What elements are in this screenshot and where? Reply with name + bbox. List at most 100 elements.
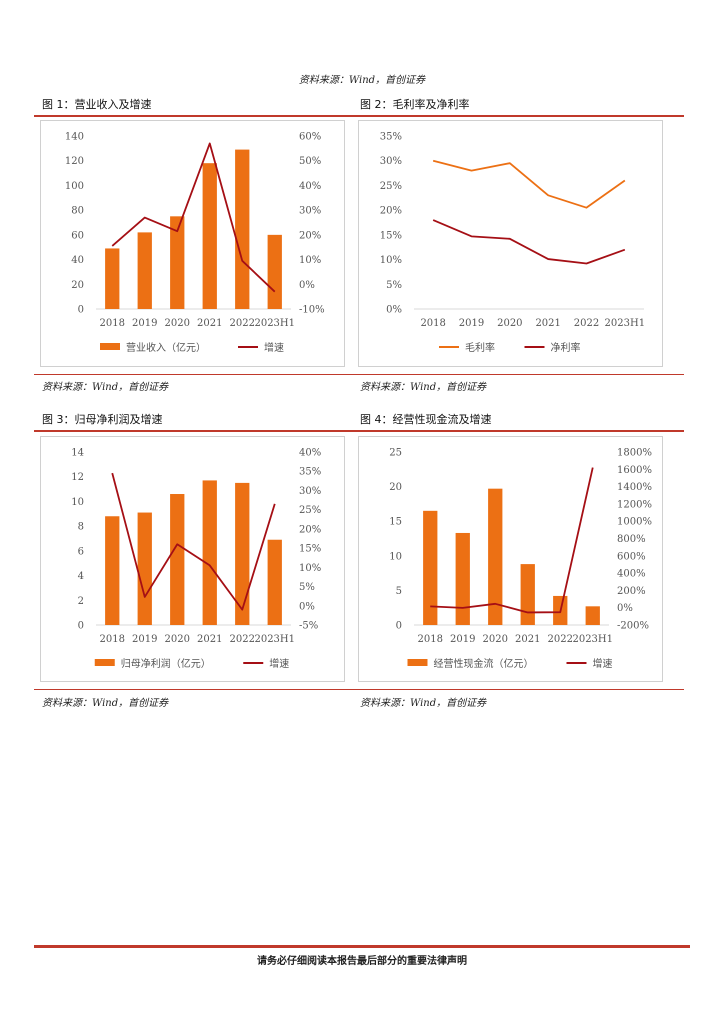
y-right-tick-label: 5% xyxy=(299,582,315,593)
x-tick-label: 2018 xyxy=(100,634,125,645)
series-line xyxy=(111,142,276,293)
y-right-tick-label: 20% xyxy=(299,524,321,535)
legend-label: 毛利率 xyxy=(465,341,495,354)
bar xyxy=(455,532,470,625)
x-tick-label: 2021 xyxy=(197,634,222,645)
y-right-tick-label: 400% xyxy=(617,569,646,580)
figure-4-title: 图 4：经营性现金流及增速 xyxy=(360,413,492,426)
y-right-tick-label: 50% xyxy=(299,156,321,167)
y-left-tick-label: 0% xyxy=(386,305,402,316)
y-right-tick-label: 15% xyxy=(299,544,321,555)
bar xyxy=(137,232,152,309)
bar xyxy=(170,216,185,309)
y-right-tick-label: 60% xyxy=(299,132,321,143)
y-right-tick-label: 10% xyxy=(299,563,321,574)
y-right-tick-label: 20% xyxy=(299,230,321,241)
y-right-tick-label: 0% xyxy=(617,603,633,614)
x-tick-label: 2022 xyxy=(548,634,573,645)
y-right-tick-label: 0% xyxy=(299,601,315,612)
bar xyxy=(267,234,282,309)
bar xyxy=(202,163,217,309)
y-right-tick-label: 800% xyxy=(617,534,646,545)
bar xyxy=(105,248,120,309)
y-left-tick-label: 5 xyxy=(396,586,402,597)
x-tick-label: 2022 xyxy=(230,318,255,329)
y-right-tick-label: 30% xyxy=(299,486,321,497)
footer-disclaimer: 请务必仔细阅读本报告最后部分的重要法律声明 xyxy=(257,956,467,967)
figure-2-title: 图 2：毛利率及净利率 xyxy=(360,98,470,111)
y-right-tick-label: 25% xyxy=(299,505,321,516)
x-tick-label: 2022 xyxy=(230,634,255,645)
legend-label: 经营性现金流（亿元） xyxy=(434,657,534,670)
figure-4-title-rule xyxy=(354,430,684,432)
figure-2-bottom-rule xyxy=(354,374,684,375)
y-left-tick-label: 40 xyxy=(71,255,84,266)
x-tick-label: 2021 xyxy=(197,318,222,329)
figure-4-bottom-rule xyxy=(354,689,684,690)
y-left-tick-label: 25 xyxy=(389,448,402,459)
y-left-tick-label: 100 xyxy=(65,181,84,192)
figure-2-title-rule xyxy=(354,115,684,117)
figure-3-bottom-rule xyxy=(34,689,354,690)
y-right-tick-label: 1800% xyxy=(617,448,652,459)
bar xyxy=(585,606,600,625)
bar xyxy=(170,494,185,625)
bar xyxy=(520,564,535,625)
y-left-tick-label: 8 xyxy=(78,522,84,533)
bar xyxy=(137,512,152,625)
figure-1-source: 资料来源：Wind，首创证券 xyxy=(42,382,169,393)
x-tick-label: 2019 xyxy=(450,634,475,645)
y-right-tick-label: 600% xyxy=(617,551,646,562)
x-tick-label: 2020 xyxy=(165,634,190,645)
bar xyxy=(235,482,250,625)
x-tick-label: 2019 xyxy=(132,318,157,329)
y-right-tick-label: -200% xyxy=(617,621,649,632)
y-right-tick-label: 30% xyxy=(299,206,321,217)
figure-4-chart: 0 5 10 15 20 25 -200% 0% 200% 400% 600% 800% 1000% 12… xyxy=(358,436,663,682)
y-left-tick-label: 60 xyxy=(71,230,84,241)
y-right-tick-label: 35% xyxy=(299,467,321,478)
legend-label: 营业收入（亿元） xyxy=(126,341,206,354)
y-right-tick-label: 0% xyxy=(299,280,315,291)
x-tick-label: 2021 xyxy=(535,318,560,329)
y-left-tick-label: 5% xyxy=(386,280,402,291)
y-left-tick-label: 20 xyxy=(71,280,84,291)
bar xyxy=(423,510,438,625)
x-tick-label: 2022 xyxy=(574,318,599,329)
figure-1-title-rule xyxy=(34,115,354,117)
bar xyxy=(235,149,250,309)
x-tick-label: 2023H1 xyxy=(254,634,295,645)
footer-rule xyxy=(34,945,690,948)
y-left-tick-label: 0 xyxy=(78,305,84,316)
legend-label: 增速 xyxy=(269,657,289,670)
y-right-tick-label: -10% xyxy=(299,305,325,316)
x-tick-label: 2020 xyxy=(497,318,522,329)
figure-2-source: 资料来源：Wind，首创证券 xyxy=(360,382,487,393)
y-left-tick-label: 0 xyxy=(78,621,84,632)
y-left-tick-label: 10 xyxy=(71,497,84,508)
y-right-tick-label: 10% xyxy=(299,255,321,266)
chart-1-svg: 0 20 40 60 80 100 120 140 -10% 0% 10% 20% 30% 40% 50% 6… xyxy=(65,132,325,355)
y-left-tick-label: 15% xyxy=(380,230,402,241)
y-left-tick-label: 6 xyxy=(78,546,84,557)
y-right-tick-label: 1200% xyxy=(617,499,652,510)
x-tick-label: 2018 xyxy=(100,318,125,329)
y-right-tick-label: 1000% xyxy=(617,517,652,528)
bar xyxy=(488,488,503,625)
y-left-tick-label: 14 xyxy=(71,448,84,459)
series-line xyxy=(111,472,276,611)
x-tick-label: 2020 xyxy=(165,318,190,329)
figure-1-bottom-rule xyxy=(34,374,354,375)
chart-3-svg: 0 2 4 6 8 10 12 14 -5% 0% 5% 10% 15% 20% 25% 30% 35% 40% 2… xyxy=(71,448,321,671)
y-right-tick-label: 200% xyxy=(617,586,646,597)
y-right-tick-label: 40% xyxy=(299,181,321,192)
y-right-tick-label: 1600% xyxy=(617,465,652,476)
y-left-tick-label: 15 xyxy=(389,517,402,528)
legend-label: 净利率 xyxy=(551,341,581,354)
figure-3-title-rule xyxy=(34,430,354,432)
figure-1-title: 图 1：营业收入及增速 xyxy=(42,98,152,111)
y-left-tick-label: 140 xyxy=(65,132,84,143)
x-tick-label: 2023H1 xyxy=(254,318,295,329)
series-line xyxy=(430,467,594,614)
y-left-tick-label: 25% xyxy=(380,181,402,192)
